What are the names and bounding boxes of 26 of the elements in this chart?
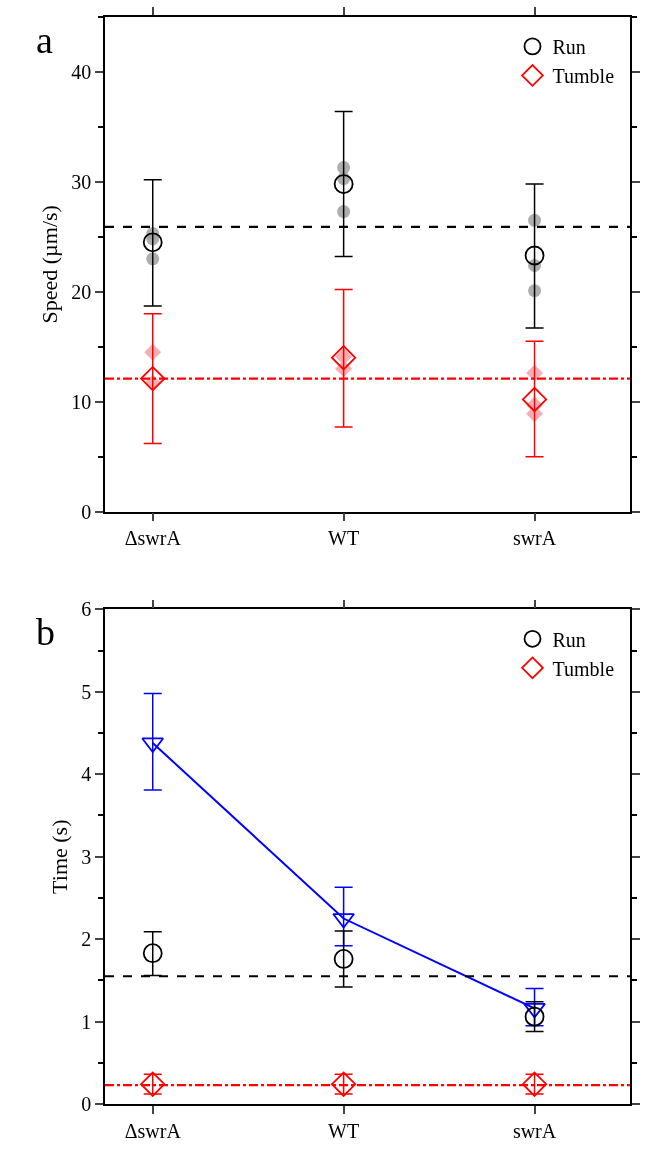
- y-tick-label: 30: [71, 170, 92, 193]
- legend-label: Tumble: [552, 65, 615, 88]
- y-tick-label: 5: [81, 680, 92, 703]
- y-tick-label: 2: [81, 928, 92, 951]
- legend-label: Run: [552, 628, 586, 651]
- x-tick-label: swrA: [512, 1119, 557, 1142]
- y-tick-label: 10: [71, 390, 92, 413]
- x-tick-label: ΔswrA: [124, 1119, 182, 1142]
- y-tick-label: 40: [71, 60, 92, 83]
- y-tick-label: 4: [81, 763, 92, 786]
- y-tick-label: 6: [81, 598, 92, 621]
- x-tick-label: ΔswrA: [124, 527, 182, 550]
- x-tick-label: swrA: [512, 527, 557, 550]
- chart-title: a: [36, 19, 53, 61]
- y-axis-title: Time (s): [46, 819, 72, 894]
- y-tick-label: 1: [81, 1010, 92, 1033]
- x-tick-label: WT: [328, 527, 360, 550]
- y-tick-label: 3: [81, 845, 92, 868]
- legend-label: Run: [552, 36, 586, 59]
- y-tick-label: 20: [71, 280, 92, 303]
- y-tick-label: 0: [81, 500, 92, 523]
- legend-label: Tumble: [552, 657, 615, 680]
- x-tick-label: WT: [328, 1119, 360, 1142]
- y-axis-title: Speed (µm/s): [36, 205, 62, 324]
- y-tick-label: 0: [81, 1093, 92, 1116]
- chart-title: b: [36, 611, 55, 653]
